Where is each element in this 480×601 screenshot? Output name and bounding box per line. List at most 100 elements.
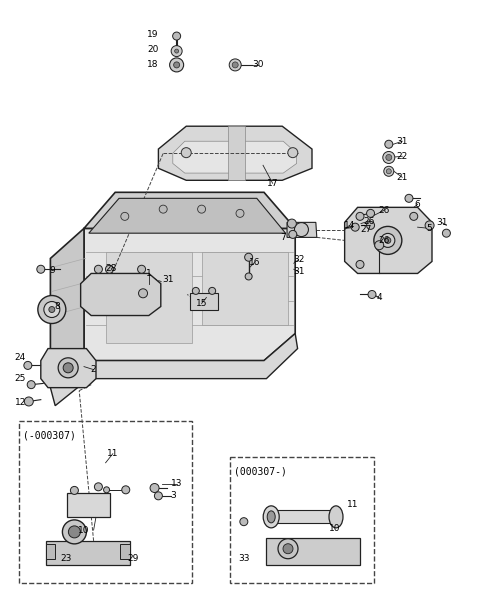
Circle shape [245, 253, 252, 261]
Text: 2: 2 [91, 365, 96, 374]
Ellipse shape [267, 511, 275, 523]
Circle shape [386, 169, 391, 174]
Text: 12: 12 [14, 398, 26, 407]
Circle shape [367, 209, 374, 218]
Circle shape [63, 363, 73, 373]
Ellipse shape [263, 506, 279, 528]
Bar [230, 457, 374, 583]
Circle shape [278, 538, 298, 559]
Polygon shape [287, 222, 317, 237]
Circle shape [288, 148, 298, 157]
Text: 31: 31 [436, 218, 447, 227]
Polygon shape [202, 252, 288, 325]
Circle shape [384, 166, 394, 176]
Text: 11: 11 [107, 450, 119, 458]
Text: 32: 32 [293, 255, 304, 264]
Circle shape [24, 397, 33, 406]
Text: (-000307): (-000307) [23, 431, 76, 441]
Circle shape [385, 140, 393, 148]
Text: 22: 22 [396, 152, 408, 160]
Polygon shape [228, 126, 245, 180]
Circle shape [245, 273, 252, 280]
Polygon shape [81, 273, 161, 316]
Circle shape [104, 487, 109, 493]
Text: 33: 33 [238, 555, 250, 563]
Circle shape [150, 484, 159, 492]
Text: 13: 13 [171, 480, 182, 488]
Bar [67, 493, 110, 517]
Text: 1: 1 [146, 269, 152, 278]
Text: 25: 25 [14, 374, 26, 383]
Circle shape [24, 361, 32, 370]
Circle shape [106, 265, 113, 273]
Circle shape [288, 219, 296, 228]
Circle shape [95, 483, 102, 491]
Text: 19: 19 [147, 31, 158, 39]
Text: 8: 8 [55, 302, 60, 311]
Circle shape [192, 287, 199, 294]
Ellipse shape [329, 506, 343, 528]
Circle shape [356, 260, 364, 269]
Text: 29: 29 [128, 555, 139, 563]
Text: 27: 27 [360, 225, 372, 234]
Polygon shape [106, 252, 192, 343]
Circle shape [381, 233, 395, 248]
Circle shape [169, 58, 184, 72]
Circle shape [171, 46, 182, 56]
Text: 14: 14 [344, 221, 355, 230]
Polygon shape [50, 334, 298, 406]
Circle shape [159, 205, 167, 213]
Bar [120, 544, 130, 559]
Circle shape [236, 209, 244, 218]
Text: 31: 31 [162, 275, 174, 284]
Text: 3: 3 [170, 492, 176, 500]
Circle shape [386, 154, 392, 160]
Polygon shape [190, 293, 218, 310]
Text: (000307-): (000307-) [234, 467, 287, 477]
Circle shape [138, 265, 145, 273]
Polygon shape [271, 510, 336, 523]
Text: 26: 26 [363, 217, 374, 225]
Text: 30: 30 [252, 61, 264, 69]
Circle shape [368, 290, 376, 299]
Circle shape [351, 223, 359, 231]
Polygon shape [84, 192, 295, 228]
Text: 10: 10 [329, 525, 341, 533]
Circle shape [58, 358, 78, 378]
Circle shape [38, 296, 66, 323]
Circle shape [356, 212, 364, 221]
Circle shape [139, 289, 147, 297]
Polygon shape [41, 349, 96, 388]
Circle shape [367, 221, 374, 230]
Text: 9: 9 [49, 266, 55, 275]
Text: 17: 17 [267, 179, 278, 188]
Text: 18: 18 [147, 61, 158, 69]
Text: 11: 11 [347, 501, 359, 509]
Circle shape [229, 59, 241, 71]
Circle shape [37, 265, 45, 273]
Circle shape [174, 62, 180, 68]
Text: 26: 26 [378, 206, 390, 215]
Circle shape [240, 517, 248, 526]
Circle shape [374, 227, 402, 254]
Circle shape [198, 205, 205, 213]
Circle shape [173, 32, 180, 40]
Circle shape [122, 486, 130, 494]
Text: 4: 4 [376, 293, 382, 302]
Bar [19, 421, 192, 583]
Circle shape [44, 302, 60, 317]
Text: 23: 23 [60, 555, 72, 563]
Circle shape [385, 237, 391, 243]
Text: 5: 5 [427, 224, 432, 233]
Circle shape [383, 151, 395, 163]
Circle shape [175, 49, 179, 53]
Polygon shape [89, 198, 286, 233]
Circle shape [121, 212, 129, 221]
Text: 31: 31 [396, 137, 408, 145]
Circle shape [425, 221, 434, 230]
Circle shape [405, 194, 413, 203]
Circle shape [62, 520, 86, 544]
Polygon shape [173, 141, 297, 173]
Circle shape [49, 307, 55, 313]
Text: 28: 28 [106, 264, 117, 273]
